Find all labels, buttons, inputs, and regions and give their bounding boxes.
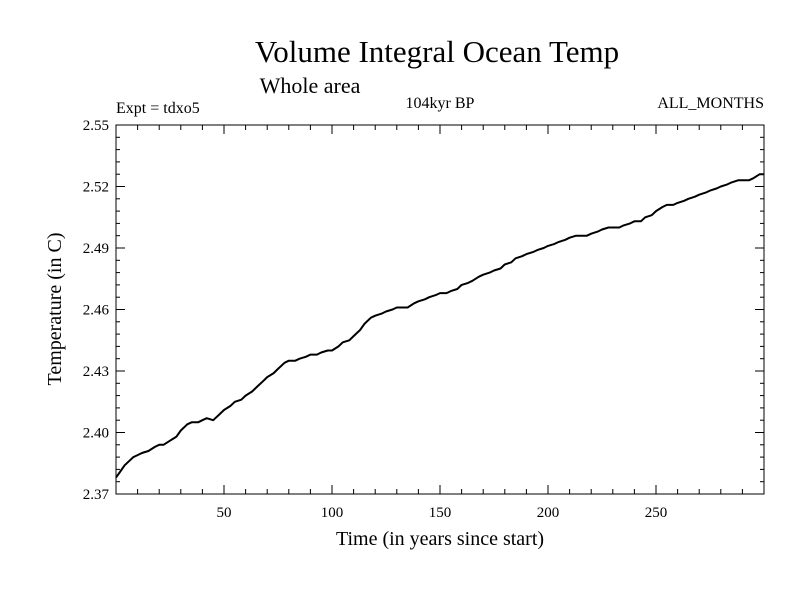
plot-frame (115, 124, 765, 495)
y-tick-label: 2.40 (83, 426, 109, 442)
months-label: ALL_MONTHS (657, 95, 764, 112)
experiment-label: Expt = tdxo5 (116, 100, 200, 117)
x-tick-label: 50 (217, 505, 232, 521)
period-label: 104kyr BP (406, 95, 475, 112)
x-tick-label: 100 (321, 505, 344, 521)
series-line (115, 173, 764, 479)
y-tick-label: 2.55 (83, 118, 109, 134)
y-tick-label: 2.46 (83, 303, 110, 319)
chart-subtitle: Whole area (260, 73, 361, 98)
x-tick-label: 200 (537, 505, 560, 521)
x-tick-label: 250 (645, 505, 668, 521)
x-axis: 50 100 150 200 250 (115, 125, 765, 521)
y-tick-label: 2.52 (83, 180, 109, 196)
series-layer (115, 173, 764, 479)
chart-title: Volume Integral Ocean Temp (255, 34, 619, 69)
x-tick-label: 150 (429, 505, 452, 521)
y-tick-label: 2.37 (83, 487, 110, 503)
y-tick-label: 2.43 (83, 364, 109, 380)
x-axis-label: Time (in years since start) (336, 528, 544, 550)
y-axis-label: Temperature (in C) (44, 233, 66, 386)
y-tick-label: 2.49 (83, 241, 109, 257)
y-axis: 2.37 2.40 2.43 2.46 2.49 2.52 2.55 (83, 118, 764, 503)
